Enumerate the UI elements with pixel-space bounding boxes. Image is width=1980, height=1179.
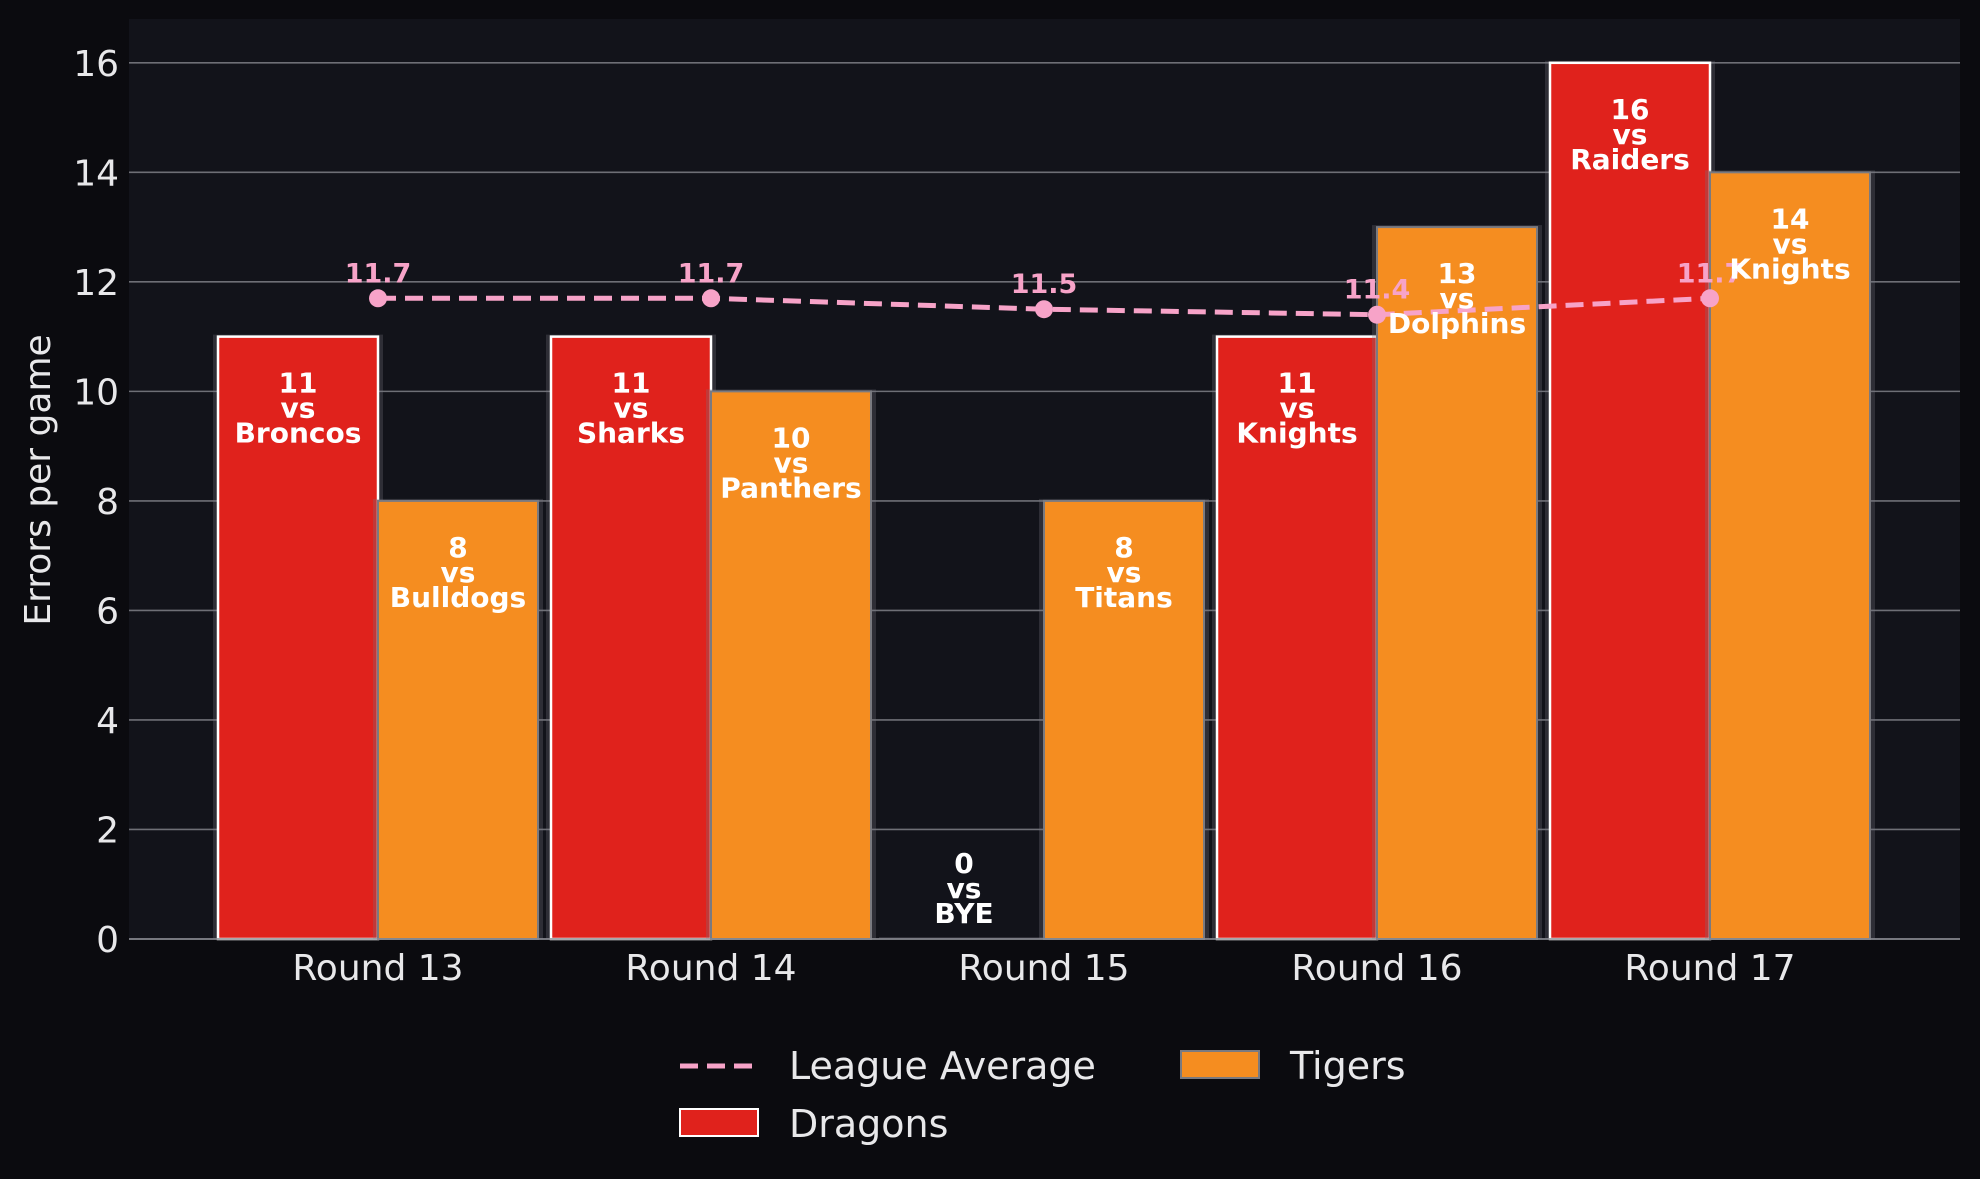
x-tick-label-4: Round 16 <box>1291 948 1462 989</box>
y-tick-label-0: 0 <box>96 920 119 961</box>
bar-label-line: Broncos <box>235 417 362 450</box>
bar-label-dragons-2: 11 vs Sharks <box>577 367 685 450</box>
bar-label-line: BYE <box>934 897 993 930</box>
bar-label-line: vs <box>774 446 809 479</box>
bar-label-line: 8 <box>448 531 467 564</box>
bar-label-line: Panthers <box>720 471 861 504</box>
bar-label-line: vs <box>441 556 476 589</box>
bar-label-line: vs <box>1773 227 1808 260</box>
bar-label-tigers-3: 8 vs Titans <box>1075 531 1173 614</box>
league-average-path <box>378 295 1711 318</box>
bar-label-dragons-3: 0 vs BYE <box>934 847 993 930</box>
bar-label-line: vs <box>1280 392 1315 425</box>
y-tick-label-8: 8 <box>96 482 119 523</box>
bar-dragons-5 <box>1548 61 1712 941</box>
bar-label-line: vs <box>614 392 649 425</box>
bar-shadow-dragons-3 <box>879 937 1049 939</box>
bar-label-tigers-4: 13 vs Dolphins <box>1388 257 1526 340</box>
bar-label-dragons-1: 11 vs Broncos <box>235 367 362 450</box>
league-average-label-4: 11.4 <box>1344 275 1411 306</box>
legend: League Average Tigers Dragons <box>679 1044 1406 1146</box>
bar-tigers-4 <box>1376 226 1538 941</box>
x-tick-label-1: Round 13 <box>292 948 463 989</box>
bar-tigers-2 <box>710 390 872 940</box>
bar-label-line: Raiders <box>1570 143 1690 176</box>
bar-tigers-5 <box>1709 171 1871 941</box>
legend-label-league-average: League Average <box>789 1044 1096 1088</box>
bar-label-line: 13 <box>1438 257 1477 290</box>
y-tick-label-4: 4 <box>96 701 119 742</box>
bar-label-line: Sharks <box>577 417 685 450</box>
bar-label-tigers-2: 10 vs Panthers <box>720 421 861 504</box>
bar-label-line: Titans <box>1075 581 1173 614</box>
bar-label-line: 11 <box>279 367 318 400</box>
bar-label-line: 14 <box>1771 202 1810 235</box>
bar-label-line: vs <box>1107 556 1142 589</box>
x-axis: Round 13 Round 14 Round 15 Round 16 Round 17 <box>292 948 1795 989</box>
bars <box>213 60 1875 941</box>
y-tick-label-2: 2 <box>96 810 119 851</box>
bar-label-line: 0 <box>954 847 973 880</box>
bar-label-line: vs <box>1613 118 1648 151</box>
bar-tigers-3 <box>1043 499 1205 940</box>
y-tick-label-10: 10 <box>73 372 119 413</box>
bar-label-dragons-4: 11 vs Knights <box>1236 367 1357 450</box>
league-average-line: 11.7 11.7 11.5 11.4 11.7 <box>345 258 1744 324</box>
league-average-point-1 <box>369 289 387 308</box>
league-average-label-3: 11.5 <box>1011 269 1078 300</box>
bar-label-line: Knights <box>1729 252 1850 285</box>
league-average-label-5: 11.7 <box>1677 258 1744 289</box>
league-average-point-2 <box>702 289 720 308</box>
bar-label-dragons-5: 16 vs Raiders <box>1570 93 1690 176</box>
bar-label-line: Dolphins <box>1388 307 1526 340</box>
y-tick-label-14: 14 <box>73 153 119 194</box>
bar-dragons-1 <box>216 335 380 941</box>
league-average-label-2: 11.7 <box>678 258 745 289</box>
league-average-point-5 <box>1701 289 1719 308</box>
y-axis: 0 2 4 6 8 10 12 14 16 <box>73 44 1960 961</box>
x-tick-label-5: Round 17 <box>1624 948 1795 989</box>
league-average-label-1: 11.7 <box>345 258 412 289</box>
y-tick-label-6: 6 <box>96 591 119 632</box>
bar-tigers-1 <box>377 499 539 940</box>
y-tick-label-12: 12 <box>73 263 119 304</box>
bar-label-line: 8 <box>1114 531 1133 564</box>
legend-label-tigers: Tigers <box>1289 1044 1406 1088</box>
bar-label-line: 11 <box>1278 367 1317 400</box>
bar-label-line: Bulldogs <box>390 581 526 614</box>
bar-label-line: vs <box>1440 282 1475 315</box>
x-tick-label-2: Round 14 <box>625 948 796 989</box>
bar-label-line: 11 <box>612 367 651 400</box>
legend-swatch-dragons <box>679 1108 759 1137</box>
y-tick-label-16: 16 <box>73 44 119 85</box>
bar-label-tigers-5: 14 vs Knights <box>1729 202 1850 285</box>
y-axis-title: Errors per game <box>18 334 59 625</box>
bar-label-line: 16 <box>1611 93 1650 126</box>
bar-label-line: Knights <box>1236 417 1357 450</box>
legend-label-dragons: Dragons <box>789 1102 948 1146</box>
league-average-point-4 <box>1368 305 1386 324</box>
legend-swatch-tigers <box>1180 1050 1260 1079</box>
bar-label-tigers-1: 8 vs Bulldogs <box>390 531 526 614</box>
league-average-point-3 <box>1035 300 1053 319</box>
bar-label-line: 10 <box>772 421 811 454</box>
bar-label-line: vs <box>281 392 316 425</box>
x-tick-label-3: Round 15 <box>958 948 1129 989</box>
bar-label-line: vs <box>947 872 982 905</box>
